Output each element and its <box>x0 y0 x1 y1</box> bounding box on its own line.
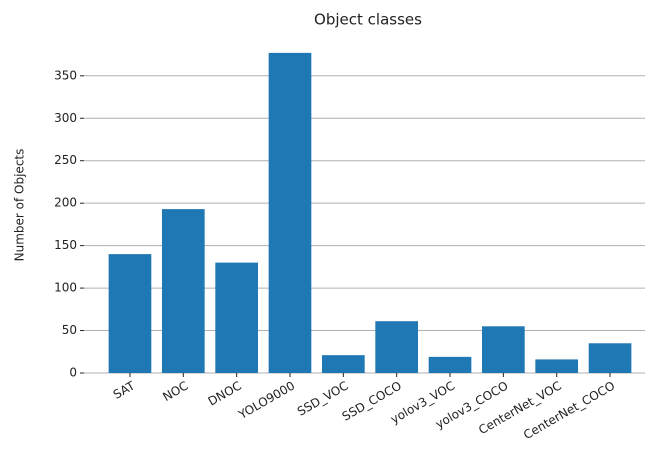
x-tick-label: NOC <box>160 379 190 405</box>
bar <box>268 52 312 373</box>
bar <box>588 343 632 373</box>
bar <box>375 321 419 373</box>
bar <box>108 254 152 373</box>
x-tick-label: YOLO9000 <box>235 379 297 423</box>
y-tick-label: 300 <box>54 111 77 125</box>
y-tick-label: 50 <box>62 323 77 337</box>
bar <box>482 326 525 373</box>
bar <box>428 356 472 373</box>
x-tick-label: SAT <box>111 378 138 402</box>
chart-title: Object classes <box>314 11 422 29</box>
x-tick-label: DNOC <box>206 379 244 409</box>
y-tick-label: 150 <box>54 238 77 252</box>
bar <box>215 262 258 373</box>
bar <box>161 209 205 373</box>
x-tick-label: CenterNet_COCO <box>521 379 617 443</box>
bar <box>535 359 579 373</box>
y-tick-label: 250 <box>54 153 77 167</box>
y-tick-label: 100 <box>54 281 77 295</box>
y-tick-label: 350 <box>54 68 77 82</box>
bar <box>321 355 365 373</box>
y-axis-label: Number of Objects <box>13 149 27 262</box>
y-tick-label: 200 <box>54 196 77 210</box>
y-tick-label: 0 <box>69 366 77 380</box>
